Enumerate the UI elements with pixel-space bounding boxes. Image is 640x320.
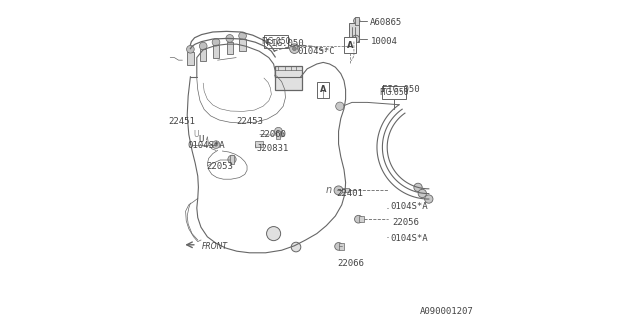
Text: 22066: 22066 bbox=[338, 260, 364, 268]
Bar bbox=[239, 39, 246, 51]
Text: A090001207: A090001207 bbox=[420, 308, 474, 316]
Bar bbox=[344, 37, 356, 53]
Circle shape bbox=[212, 38, 220, 46]
Bar bbox=[230, 155, 234, 164]
Text: 0104S*A: 0104S*A bbox=[390, 234, 428, 243]
Text: 10004: 10004 bbox=[371, 37, 398, 46]
Text: FRONT: FRONT bbox=[202, 242, 228, 251]
Circle shape bbox=[418, 189, 426, 198]
Bar bbox=[339, 243, 344, 250]
Circle shape bbox=[292, 47, 296, 51]
Circle shape bbox=[289, 44, 300, 53]
Bar bbox=[342, 188, 349, 192]
Circle shape bbox=[425, 195, 433, 203]
Text: 22401: 22401 bbox=[336, 189, 363, 198]
Text: 0104S*A: 0104S*A bbox=[187, 141, 225, 150]
Bar bbox=[227, 42, 233, 54]
Bar bbox=[187, 52, 193, 65]
Circle shape bbox=[291, 242, 301, 252]
Circle shape bbox=[354, 18, 360, 24]
Circle shape bbox=[279, 132, 284, 137]
Bar bbox=[200, 49, 206, 61]
Bar bbox=[383, 86, 406, 99]
Text: J20831: J20831 bbox=[256, 144, 288, 153]
Circle shape bbox=[214, 143, 218, 146]
Circle shape bbox=[200, 42, 207, 50]
Circle shape bbox=[267, 227, 281, 241]
Text: 22056: 22056 bbox=[392, 218, 419, 227]
Text: 22453: 22453 bbox=[237, 117, 264, 126]
Circle shape bbox=[336, 102, 344, 110]
Circle shape bbox=[212, 141, 220, 148]
Bar bbox=[212, 45, 219, 58]
Text: 22053: 22053 bbox=[206, 162, 233, 171]
Bar bbox=[317, 82, 329, 98]
Text: 0104S*C: 0104S*C bbox=[298, 47, 335, 56]
Text: 0104S*A: 0104S*A bbox=[390, 202, 428, 211]
Text: FIG.050: FIG.050 bbox=[261, 37, 291, 46]
Text: A: A bbox=[347, 41, 353, 50]
Circle shape bbox=[355, 215, 362, 223]
Circle shape bbox=[275, 127, 282, 135]
Text: FIG.050: FIG.050 bbox=[380, 88, 409, 97]
Circle shape bbox=[239, 32, 246, 40]
Circle shape bbox=[228, 155, 236, 164]
Bar bbox=[349, 23, 359, 42]
Bar bbox=[264, 35, 288, 48]
Text: 22060: 22060 bbox=[259, 130, 286, 139]
Text: A: A bbox=[319, 85, 326, 94]
Bar bbox=[359, 216, 364, 222]
Text: 22451: 22451 bbox=[168, 117, 195, 126]
Circle shape bbox=[335, 243, 342, 250]
Text: FIG.050: FIG.050 bbox=[383, 85, 420, 94]
Bar bbox=[355, 17, 359, 25]
Circle shape bbox=[226, 35, 234, 42]
Circle shape bbox=[414, 183, 422, 192]
Text: U: U bbox=[193, 130, 198, 139]
Bar bbox=[275, 66, 302, 90]
Circle shape bbox=[334, 186, 343, 195]
Text: A60865: A60865 bbox=[370, 18, 402, 27]
Text: U: U bbox=[198, 135, 204, 144]
Text: FIG.050: FIG.050 bbox=[266, 39, 303, 48]
Bar bbox=[255, 141, 264, 147]
Bar bbox=[276, 131, 280, 139]
Circle shape bbox=[187, 45, 195, 53]
Text: n: n bbox=[326, 185, 332, 196]
Circle shape bbox=[352, 35, 360, 43]
